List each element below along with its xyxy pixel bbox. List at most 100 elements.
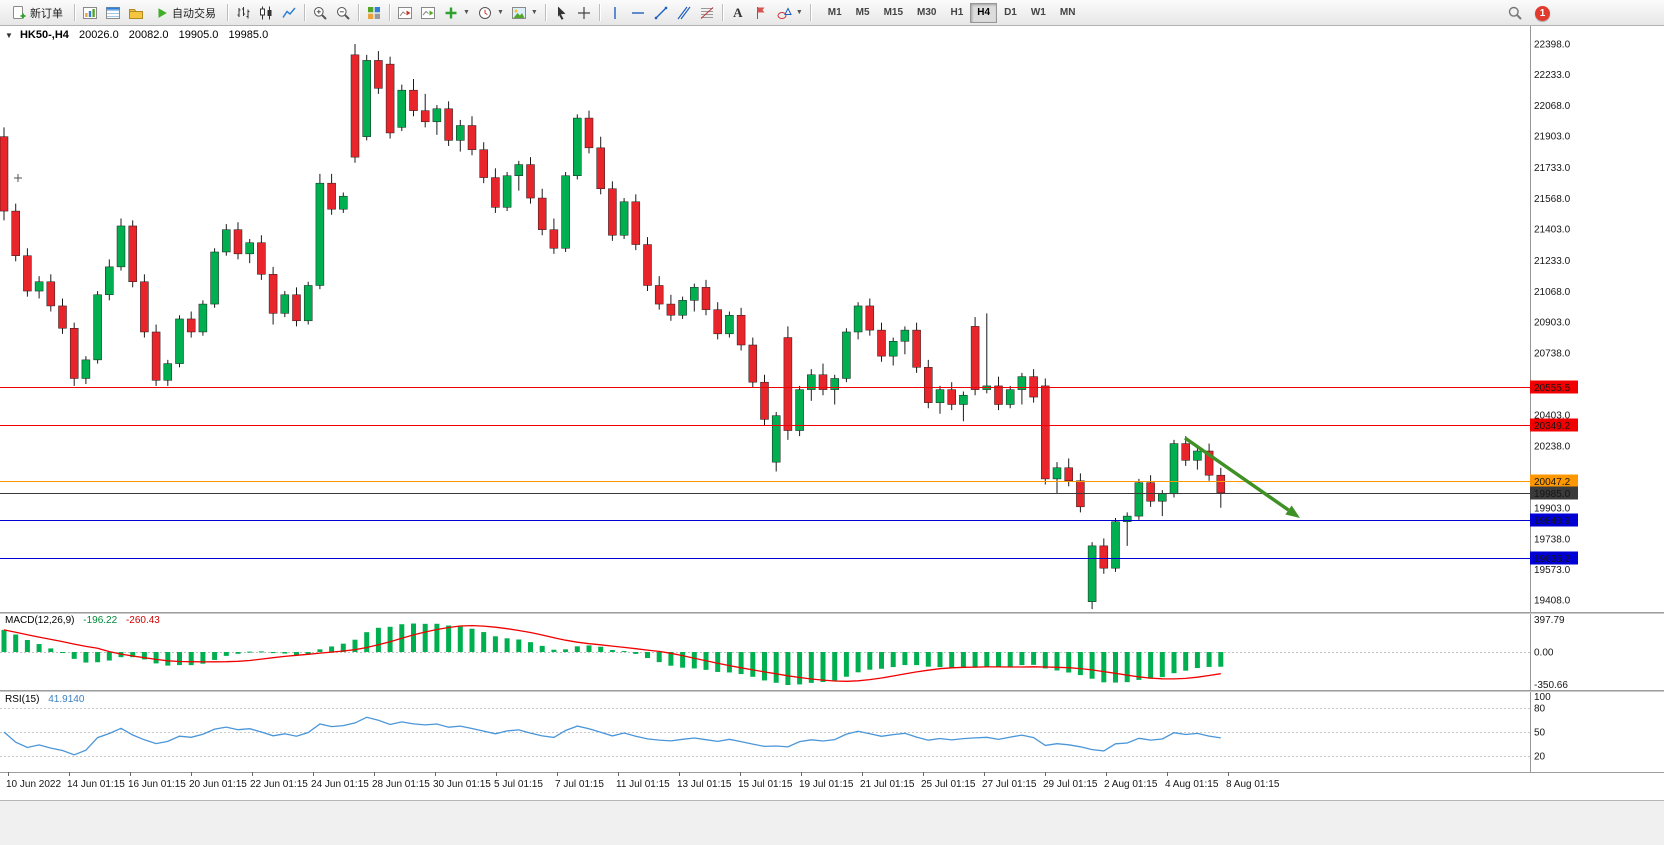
timeframe-mn-button[interactable]: MN bbox=[1053, 3, 1083, 23]
price-level-tag: 19985.0 bbox=[1530, 486, 1578, 500]
label-tool-button[interactable] bbox=[750, 2, 772, 24]
svg-text:21068.0: 21068.0 bbox=[1534, 287, 1571, 298]
channel-button[interactable] bbox=[673, 2, 695, 24]
macd-signal-value: -260.43 bbox=[125, 615, 160, 626]
macd-signal-line bbox=[3, 624, 1221, 682]
search-button[interactable] bbox=[1504, 2, 1526, 24]
period-button[interactable]: ▼ bbox=[474, 2, 507, 24]
chart-shift-icon bbox=[397, 5, 413, 21]
timeframe-d1-button[interactable]: D1 bbox=[997, 3, 1024, 23]
candlestick-chart-icon bbox=[258, 5, 274, 21]
template-image-icon bbox=[511, 5, 527, 21]
svg-text:14 Jun 01:15: 14 Jun 01:15 bbox=[67, 779, 125, 790]
time-axis[interactable]: 10 Jun 2022 14 Jun 01:15 16 Jun 01:15 20 Ju… bbox=[6, 772, 1280, 790]
template-button[interactable]: ▼ bbox=[508, 2, 541, 24]
price-level-tag: 20349.2 bbox=[1530, 418, 1578, 432]
candlestick-chart-button[interactable] bbox=[255, 2, 277, 24]
timeframe-m1-button[interactable]: M1 bbox=[821, 3, 849, 23]
navigator-button[interactable] bbox=[125, 2, 147, 24]
rsi-value: 41.9140 bbox=[48, 694, 85, 705]
crosshair-icon bbox=[576, 5, 592, 21]
separator bbox=[358, 4, 359, 21]
fibonacci-button[interactable] bbox=[696, 2, 718, 24]
vertical-line-button[interactable] bbox=[604, 2, 626, 24]
svg-text:0.00: 0.00 bbox=[1534, 648, 1554, 659]
object-anchor-cross[interactable] bbox=[14, 174, 22, 182]
svg-text:50: 50 bbox=[1534, 728, 1546, 739]
zoom-out-button[interactable] bbox=[332, 2, 354, 24]
line-chart-icon bbox=[281, 5, 297, 21]
zoom-out-icon bbox=[335, 5, 351, 21]
data-window-button[interactable] bbox=[102, 2, 124, 24]
collapse-icon[interactable]: ▼ bbox=[5, 31, 13, 40]
trend-arrow[interactable] bbox=[1184, 436, 1300, 518]
svg-text:20349.2: 20349.2 bbox=[1534, 421, 1571, 432]
svg-text:20403.0: 20403.0 bbox=[1534, 411, 1571, 422]
market-watch-button[interactable] bbox=[79, 2, 101, 24]
trendline-button[interactable] bbox=[650, 2, 672, 24]
new-order-button[interactable]: 新订单 bbox=[4, 2, 70, 24]
chart-frame bbox=[0, 26, 1664, 845]
macd-axis[interactable]: 397.79 0.00 -350.66 bbox=[1534, 615, 1568, 691]
vertical-line-icon bbox=[607, 5, 623, 21]
tile-windows-button[interactable] bbox=[363, 2, 385, 24]
cursor-button[interactable] bbox=[550, 2, 572, 24]
macd-main-value: -196.22 bbox=[83, 615, 118, 626]
new-order-label: 新订单 bbox=[30, 7, 63, 20]
svg-text:22068.0: 22068.0 bbox=[1534, 101, 1571, 112]
svg-text:19985.0: 19985.0 bbox=[1534, 489, 1571, 500]
low-value: 19905.0 bbox=[178, 29, 219, 41]
svg-text:28 Jun 01:15: 28 Jun 01:15 bbox=[372, 779, 430, 790]
svg-text:21403.0: 21403.0 bbox=[1534, 225, 1571, 236]
svg-text:19738.0: 19738.0 bbox=[1534, 534, 1571, 545]
market-watch-icon bbox=[82, 5, 98, 21]
svg-text:21233.0: 21233.0 bbox=[1534, 256, 1571, 267]
separator bbox=[809, 4, 811, 21]
label-flag-icon bbox=[753, 5, 769, 21]
timeframe-h4-button[interactable]: H4 bbox=[970, 2, 998, 23]
line-chart-button[interactable] bbox=[278, 2, 300, 24]
notification-badge[interactable]: 1 bbox=[1535, 5, 1550, 21]
candlesticks bbox=[0, 44, 1226, 610]
pane-separators[interactable] bbox=[0, 612, 1664, 773]
chart-shift-button[interactable] bbox=[394, 2, 416, 24]
svg-text:29 Jul 01:15: 29 Jul 01:15 bbox=[1043, 779, 1098, 790]
shapes-button[interactable]: ▼ bbox=[773, 2, 806, 24]
separator bbox=[227, 4, 228, 21]
chart-header: ▼ HK50-,H4 20026.0 20082.0 19905.0 19985… bbox=[5, 29, 275, 41]
text-tool-button[interactable]: A bbox=[727, 2, 749, 24]
svg-text:19840.9: 19840.9 bbox=[1534, 516, 1571, 527]
bar-chart-button[interactable] bbox=[232, 2, 254, 24]
zoom-in-icon bbox=[312, 5, 328, 21]
separator bbox=[544, 4, 546, 21]
timeframe-m15-button[interactable]: M15 bbox=[877, 3, 910, 23]
svg-text:7 Jul 01:15: 7 Jul 01:15 bbox=[555, 779, 604, 790]
dropdown-caret-icon: ▼ bbox=[795, 9, 803, 16]
zoom-in-button[interactable] bbox=[309, 2, 331, 24]
svg-text:4 Aug 01:15: 4 Aug 01:15 bbox=[1165, 779, 1219, 790]
price-level-tag: 19840.9 bbox=[1530, 513, 1578, 527]
close-value: 19985.0 bbox=[228, 29, 269, 41]
new-indicator-button[interactable]: ▼ bbox=[440, 2, 473, 24]
horizontal-line-button[interactable] bbox=[627, 2, 649, 24]
auto-scroll-button[interactable] bbox=[417, 2, 439, 24]
svg-text:22233.0: 22233.0 bbox=[1534, 70, 1571, 81]
auto-scroll-icon bbox=[420, 5, 436, 21]
timeframe-m30-button[interactable]: M30 bbox=[910, 3, 943, 23]
timeframe-w1-button[interactable]: W1 bbox=[1024, 3, 1053, 23]
high-value: 20082.0 bbox=[128, 29, 169, 41]
horizontal-line-icon bbox=[630, 5, 646, 21]
separator bbox=[74, 4, 75, 21]
dropdown-caret-icon: ▼ bbox=[463, 9, 470, 16]
new-order-icon bbox=[11, 5, 27, 21]
crosshair-button[interactable] bbox=[573, 2, 595, 24]
timeframe-h1-button[interactable]: H1 bbox=[943, 3, 970, 23]
timeframe-m5-button[interactable]: M5 bbox=[849, 3, 877, 23]
svg-text:21903.0: 21903.0 bbox=[1534, 132, 1571, 143]
autotrading-button[interactable]: 自动交易 bbox=[148, 2, 223, 24]
price-axis[interactable]: 22398.0 22233.0 22068.0 21903.0 21733.0 21568… bbox=[1534, 40, 1571, 607]
svg-text:19903.0: 19903.0 bbox=[1534, 504, 1571, 515]
